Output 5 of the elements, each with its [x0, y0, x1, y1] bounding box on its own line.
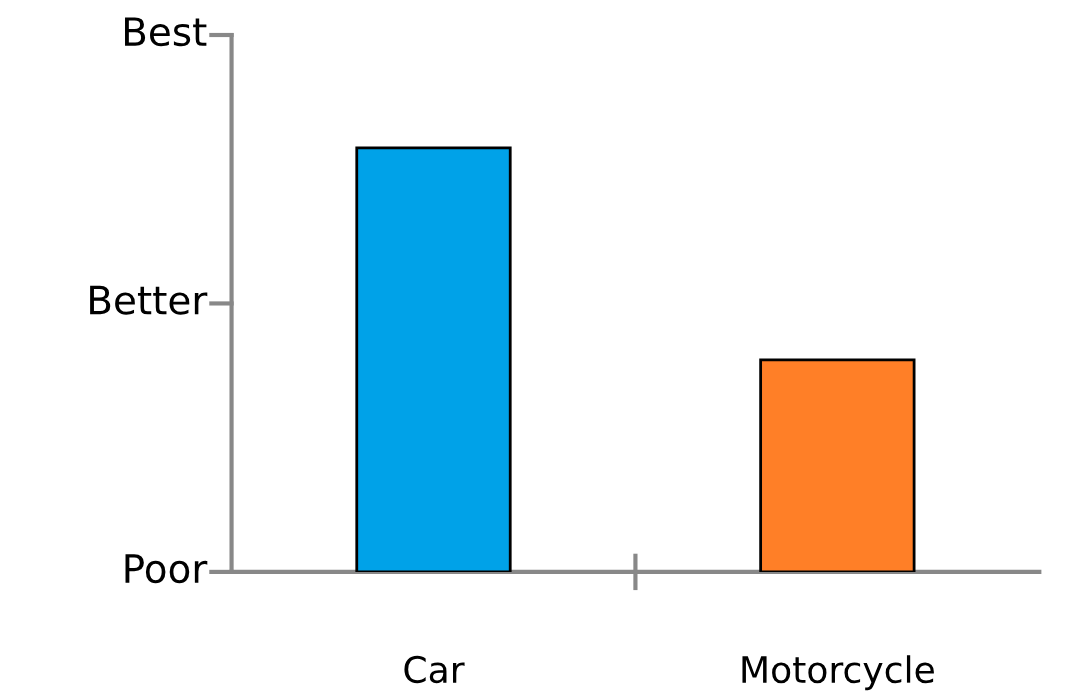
text: Better	[90, 285, 208, 315]
x-tick-label: Motorcycle	[742, 655, 934, 691]
text: Poor	[125, 554, 208, 584]
x-tick-label: Car	[404, 655, 465, 684]
text: Best	[125, 17, 207, 47]
